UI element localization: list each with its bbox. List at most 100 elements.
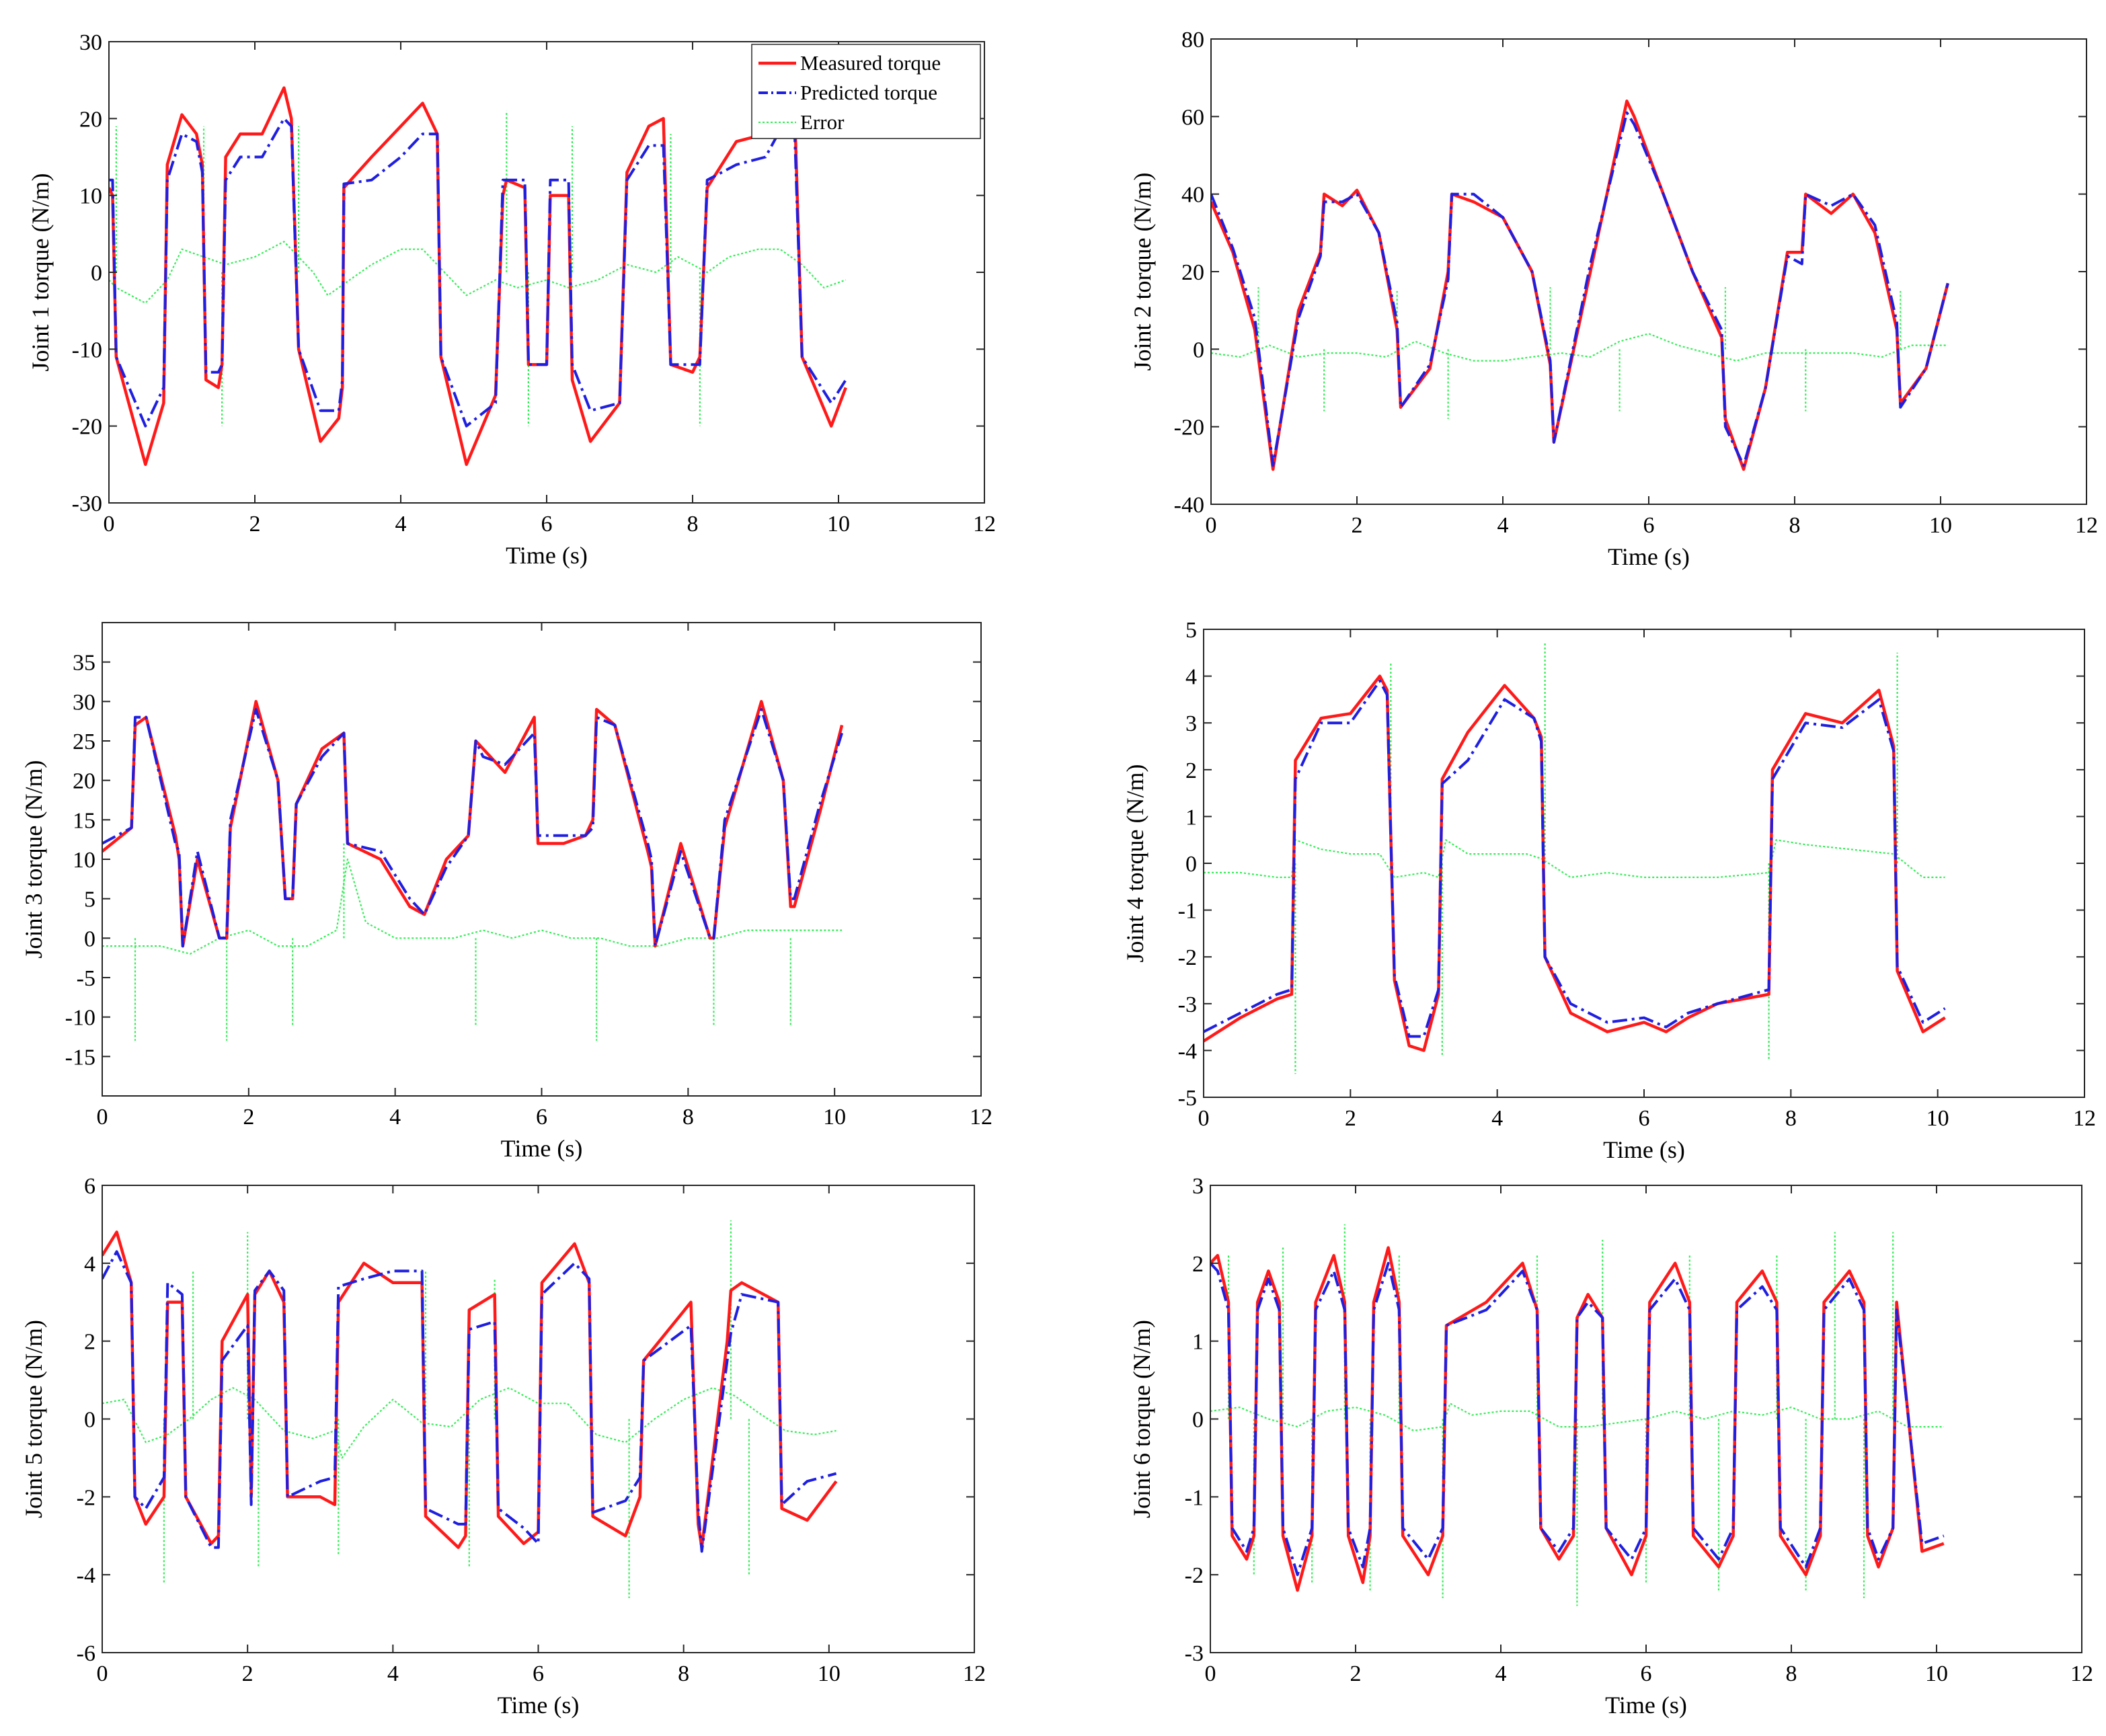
y-tick-label: 0 xyxy=(84,1408,95,1433)
x-tick-label: 10 xyxy=(823,1105,846,1130)
x-tick-label: 2 xyxy=(242,1661,254,1686)
y-tick-label: 0 xyxy=(1185,852,1197,877)
plot-area xyxy=(1210,1224,1945,1606)
x-axis-label: Time (s) xyxy=(501,1135,583,1162)
x-axis-label: Time (s) xyxy=(1605,1692,1687,1719)
y-tick-label: -2 xyxy=(1178,945,1197,970)
plot-background xyxy=(1204,629,2084,1097)
y-tick-label: -10 xyxy=(65,1006,95,1031)
y-tick-label: 10 xyxy=(79,184,102,209)
y-tick-label: -15 xyxy=(65,1045,95,1070)
series-measured-line xyxy=(1210,1246,1945,1592)
x-tick-label: 0 xyxy=(1198,1106,1210,1131)
series-error-line xyxy=(102,858,843,955)
y-tick-label: 0 xyxy=(1192,1408,1204,1433)
y-tick-label: 5 xyxy=(84,887,95,912)
x-tick-label: 4 xyxy=(389,1105,401,1130)
y-tick-label: 3 xyxy=(1192,1174,1204,1199)
y-tick-label: -2 xyxy=(1185,1563,1204,1588)
x-tick-label: 10 xyxy=(818,1661,841,1686)
plot-area xyxy=(1204,643,1946,1074)
x-axis-label: Time (s) xyxy=(498,1692,580,1719)
y-tick-label: 2 xyxy=(1192,1252,1204,1277)
series-error-line xyxy=(1211,333,1948,362)
plot-area xyxy=(102,700,844,1041)
y-tick-label: -4 xyxy=(1178,1039,1197,1064)
y-tick-label: -6 xyxy=(77,1641,95,1666)
chart-panel-2: 0 2 4 6 8 10 12 -40 -20 0 20 40 60 80 Time (s) Joint 2 … xyxy=(1129,28,2098,570)
y-axis-label: Joint 5 torque (N/m) xyxy=(20,1320,47,1518)
x-tick-label: 6 xyxy=(1641,1661,1652,1686)
x-axis-label: Time (s) xyxy=(1603,1136,1685,1163)
x-tick-label: 8 xyxy=(1789,513,1801,538)
chart-panel-3: 0 2 4 6 8 10 12 -15 -10 -5 0 5 10 15 20 25 30 35 Time (s) J… xyxy=(20,622,992,1162)
y-tick-label: 30 xyxy=(79,30,102,55)
x-tick-label: 10 xyxy=(1925,1661,1948,1686)
y-tick-label: -20 xyxy=(1174,416,1204,440)
y-tick-label: -1 xyxy=(1185,1485,1204,1510)
y-tick-label: -3 xyxy=(1178,992,1197,1017)
y-tick-label: 4 xyxy=(84,1252,95,1277)
series-predicted-line xyxy=(109,117,847,428)
x-tick-label: 0 xyxy=(104,512,115,537)
x-tick-label: 12 xyxy=(2073,1106,2096,1131)
x-tick-label: 2 xyxy=(249,512,261,537)
y-tick-label: 4 xyxy=(1185,665,1197,690)
y-tick-label: 2 xyxy=(84,1330,95,1355)
x-tick-label: 2 xyxy=(1350,1661,1362,1686)
x-tick-label: 10 xyxy=(827,512,850,537)
y-axis-label: Joint 6 torque (N/m) xyxy=(1128,1320,1155,1518)
series-predicted-line xyxy=(1210,1261,1945,1577)
x-tick-label: 12 xyxy=(2075,513,2098,538)
y-tick-label: 25 xyxy=(73,729,95,754)
y-tick-label: 30 xyxy=(73,690,95,715)
y-tick-label: -30 xyxy=(72,491,102,516)
chart-panel-1: 0 2 4 6 8 10 12 -30 -20 -10 0 10 20 30 Time (s) Joint 1… xyxy=(27,30,996,569)
y-tick-label: -4 xyxy=(77,1563,95,1588)
x-tick-label: 10 xyxy=(1926,1106,1949,1131)
x-tick-label: 4 xyxy=(387,1661,399,1686)
y-tick-label: 3 xyxy=(1185,711,1197,736)
plot-background xyxy=(102,1185,974,1653)
x-tick-label: 6 xyxy=(1639,1106,1650,1131)
y-tick-label: 2 xyxy=(1185,758,1197,783)
y-tick-label: 1 xyxy=(1192,1330,1204,1355)
y-tick-label: -5 xyxy=(1178,1086,1197,1111)
x-tick-label: 8 xyxy=(682,1105,694,1130)
series-predicted-line xyxy=(1204,679,1946,1038)
x-tick-label: 8 xyxy=(687,512,699,537)
legend-error-label: Error xyxy=(800,110,845,134)
y-tick-label: 20 xyxy=(73,769,95,794)
y-tick-label: 20 xyxy=(1181,260,1204,285)
x-tick-label: 0 xyxy=(97,1661,108,1686)
x-tick-label: 0 xyxy=(1206,513,1217,538)
plot-area xyxy=(1211,100,1949,471)
x-tick-label: 4 xyxy=(1497,513,1509,538)
series-error-line xyxy=(1210,1403,1944,1431)
x-tick-label: 8 xyxy=(678,1661,689,1686)
y-axis-label: Joint 4 torque (N/m) xyxy=(1122,764,1148,963)
x-tick-label: 0 xyxy=(97,1105,108,1130)
plot-area xyxy=(109,86,847,467)
y-tick-label: 60 xyxy=(1181,105,1204,130)
x-tick-label: 6 xyxy=(536,1105,547,1130)
x-tick-label: 6 xyxy=(541,512,553,537)
series-error-line xyxy=(109,241,847,304)
series-predicted-line xyxy=(1211,111,1949,467)
y-tick-label: 5 xyxy=(1185,618,1197,643)
y-tick-label: 0 xyxy=(84,926,95,951)
y-tick-label: 15 xyxy=(73,808,95,833)
y-tick-label: -3 xyxy=(1185,1641,1204,1666)
x-tick-label: 12 xyxy=(2070,1661,2093,1686)
y-tick-label: -1 xyxy=(1178,899,1197,924)
y-axis-label: Joint 2 torque (N/m) xyxy=(1129,173,1156,371)
series-predicted-line xyxy=(102,708,844,948)
y-tick-label: 1 xyxy=(1185,805,1197,830)
y-tick-label: 20 xyxy=(79,107,102,132)
x-tick-label: 4 xyxy=(1491,1106,1503,1131)
x-tick-label: 8 xyxy=(1785,1106,1797,1131)
legend-measured-label: Measured torque xyxy=(800,51,941,75)
plot-background xyxy=(1211,39,2086,504)
